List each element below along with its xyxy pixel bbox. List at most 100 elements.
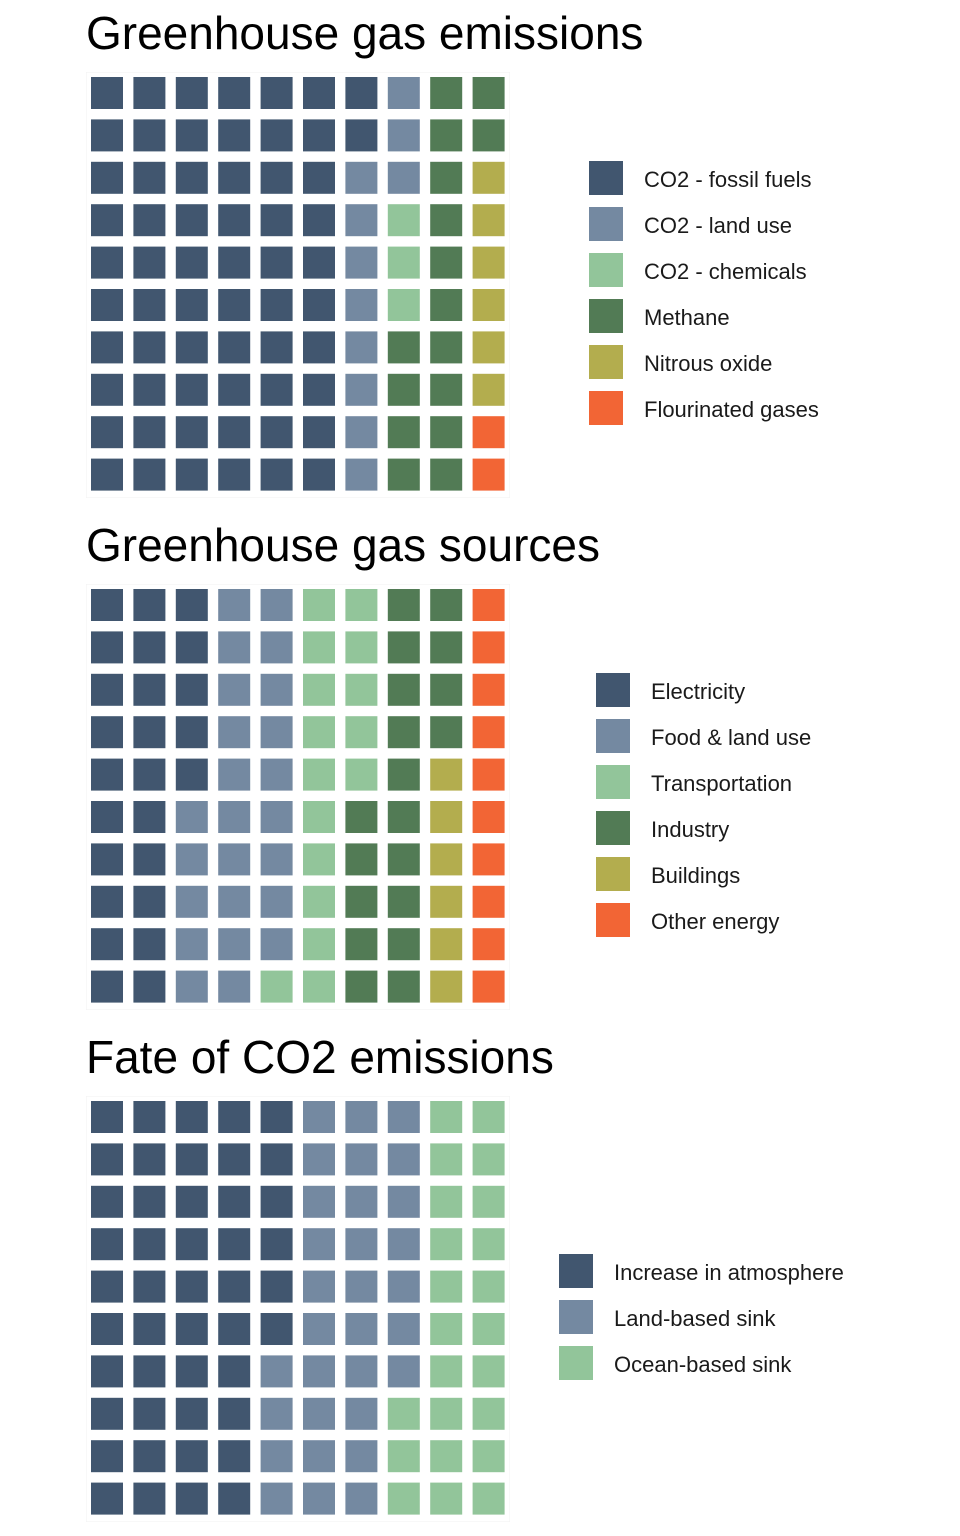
legend-swatch <box>589 161 623 195</box>
waffle-cell-land-based-sink <box>260 1355 293 1388</box>
waffle-cell-increase-in-atmosphere <box>175 1440 208 1473</box>
waffle-cell-ocean-based-sink <box>430 1270 463 1303</box>
waffle-cell-increase-in-atmosphere <box>260 1313 293 1345</box>
waffle-cell-electricity <box>175 589 208 621</box>
legend-swatch <box>596 811 630 845</box>
waffle-cell-co2-fossil-fuels <box>133 77 166 109</box>
waffle-cell-increase-in-atmosphere <box>91 1270 123 1303</box>
waffle-cell-transportation <box>303 801 335 833</box>
waffle-cell-land-based-sink <box>387 1101 420 1133</box>
waffle-cell-land-based-sink <box>387 1270 420 1303</box>
waffle-cell-ocean-based-sink <box>472 1355 505 1388</box>
waffle-cell-increase-in-atmosphere <box>218 1313 251 1345</box>
waffle-cell-increase-in-atmosphere <box>218 1185 251 1218</box>
waffle-cell-land-based-sink <box>345 1440 378 1473</box>
waffle-cell-buildings <box>430 843 463 876</box>
chart-title: Fate of CO2 emissions <box>86 1031 554 1083</box>
chart-title: Greenhouse gas sources <box>86 519 600 571</box>
waffle-cell-nitrous-oxide <box>472 161 505 194</box>
waffle-cell-ocean-based-sink <box>472 1185 505 1218</box>
waffle-cell-ocean-based-sink <box>430 1482 463 1515</box>
legend-swatch <box>559 1254 593 1288</box>
waffle-cell-co2-fossil-fuels <box>133 416 166 449</box>
waffle-cell-co2-fossil-fuels <box>303 458 335 491</box>
waffle-cell-co2-land-use <box>345 416 378 449</box>
legend-swatch <box>589 391 623 425</box>
waffle-cell-transportation <box>345 589 378 621</box>
waffle-cell-co2-fossil-fuels <box>260 119 293 152</box>
waffle-cell-co2-fossil-fuels <box>175 246 208 279</box>
waffle-cell-industry <box>430 716 463 749</box>
waffle-cell-land-based-sink <box>345 1355 378 1388</box>
waffle-cell-other-energy <box>472 589 505 621</box>
waffle-cell-land-based-sink <box>303 1101 335 1133</box>
waffle-cell-land-based-sink <box>387 1185 420 1218</box>
waffle-cell-co2-fossil-fuels <box>133 373 166 406</box>
waffle-cell-electricity <box>91 928 123 961</box>
waffle-cell-co2-fossil-fuels <box>133 289 166 321</box>
waffle-cell-methane <box>430 416 463 449</box>
waffle-cell-buildings <box>430 928 463 961</box>
waffle-cell-co2-fossil-fuels <box>175 373 208 406</box>
waffle-cell-land-based-sink <box>387 1143 420 1176</box>
waffle-cell-electricity <box>91 589 123 621</box>
waffle-cell-co2-fossil-fuels <box>260 246 293 279</box>
waffle-cell-co2-fossil-fuels <box>260 161 293 194</box>
waffle-cell-transportation <box>303 673 335 706</box>
waffle-cell-methane <box>472 119 505 152</box>
waffle-cell-transportation <box>303 970 335 1003</box>
waffle-cell-increase-in-atmosphere <box>175 1355 208 1388</box>
waffle-cell-transportation <box>303 885 335 918</box>
waffle-cell-land-based-sink <box>345 1228 378 1261</box>
waffle-cell-food-land-use <box>218 673 251 706</box>
legend-label: Transportation <box>651 771 793 796</box>
waffle-cell-land-based-sink <box>303 1440 335 1473</box>
waffle-cell-transportation <box>260 970 293 1003</box>
waffle-cell-methane <box>387 458 420 491</box>
waffle-cell-increase-in-atmosphere <box>218 1482 251 1515</box>
waffle-cell-increase-in-atmosphere <box>175 1228 208 1261</box>
legend-label: CO2 - chemicals <box>644 259 807 284</box>
waffle-cell-electricity <box>133 673 166 706</box>
waffle-cell-co2-fossil-fuels <box>218 246 251 279</box>
waffle-cell-land-based-sink <box>345 1101 378 1133</box>
legend-swatch <box>596 765 630 799</box>
waffle-cell-increase-in-atmosphere <box>133 1101 166 1133</box>
legend-label: Land-based sink <box>614 1306 776 1331</box>
waffle-cell-co2-fossil-fuels <box>303 119 335 152</box>
waffle-cell-increase-in-atmosphere <box>218 1101 251 1133</box>
waffle-cell-increase-in-atmosphere <box>175 1143 208 1176</box>
waffle-cell-buildings <box>430 801 463 833</box>
waffle-cell-co2-fossil-fuels <box>133 331 166 364</box>
waffle-cell-methane <box>430 204 463 237</box>
waffle-cell-food-land-use <box>175 928 208 961</box>
waffle-cell-land-based-sink <box>303 1355 335 1388</box>
legend-label: Food & land use <box>651 725 812 750</box>
waffle-cell-ocean-based-sink <box>430 1101 463 1133</box>
waffle-cell-increase-in-atmosphere <box>175 1397 208 1430</box>
waffle-cell-co2-land-use <box>345 458 378 491</box>
waffle-cell-land-based-sink <box>303 1397 335 1430</box>
waffle-cell-food-land-use <box>260 758 293 791</box>
waffle-cell-industry <box>387 716 420 749</box>
waffle-cell-industry <box>345 928 378 961</box>
waffle-cell-increase-in-atmosphere <box>133 1313 166 1345</box>
waffle-cell-transportation <box>303 758 335 791</box>
waffle-cell-methane <box>387 331 420 364</box>
waffle-cell-co2-fossil-fuels <box>91 289 123 321</box>
waffle-cell-transportation <box>345 631 378 664</box>
waffle-cell-co2-fossil-fuels <box>303 77 335 109</box>
legend-label: Ocean-based sink <box>614 1352 792 1377</box>
waffle-cell-land-based-sink <box>260 1440 293 1473</box>
waffle-cell-co2-fossil-fuels <box>303 246 335 279</box>
waffle-cell-increase-in-atmosphere <box>91 1228 123 1261</box>
waffle-grid <box>86 72 510 498</box>
waffle-cell-ocean-based-sink <box>387 1482 420 1515</box>
waffle-cell-electricity <box>133 801 166 833</box>
waffle-cell-increase-in-atmosphere <box>175 1101 208 1133</box>
waffle-cell-increase-in-atmosphere <box>133 1440 166 1473</box>
waffle-cell-food-land-use <box>175 801 208 833</box>
waffle-cell-electricity <box>133 928 166 961</box>
waffle-cell-co2-fossil-fuels <box>133 204 166 237</box>
waffle-cell-industry <box>345 885 378 918</box>
